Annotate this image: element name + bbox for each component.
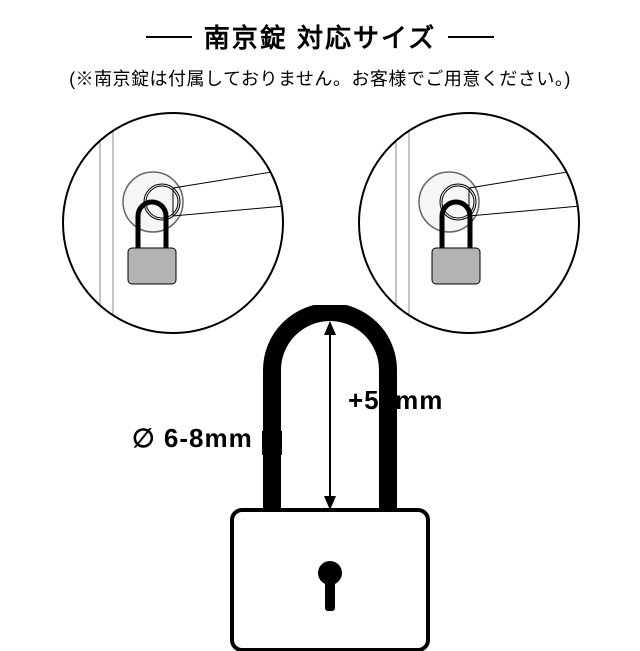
heading-rule-left bbox=[146, 36, 192, 38]
diameter-label: ∅ 6-8mm bbox=[132, 423, 253, 454]
heading-block: 南京錠 対応サイズ (※南京錠は付属しておりません。お客様でご用意ください。) bbox=[0, 18, 640, 91]
page-title: 南京錠 対応サイズ bbox=[204, 18, 436, 55]
heading-rule-right bbox=[448, 36, 494, 38]
page-subtitle: (※南京錠は付属しておりません。お客様でご用意ください。) bbox=[0, 65, 640, 91]
lock-body-icon bbox=[432, 248, 480, 284]
heading-line: 南京錠 対応サイズ bbox=[0, 18, 640, 55]
lock-body-icon bbox=[128, 248, 176, 284]
height-label: +50mm bbox=[348, 385, 443, 416]
height-dimension bbox=[324, 321, 336, 510]
main-padlock-diagram: ∅ 6-8mm +50mm bbox=[120, 305, 520, 651]
page-root: 南京錠 対応サイズ (※南京錠は付属しておりません。お客様でご用意ください。) bbox=[0, 0, 640, 651]
